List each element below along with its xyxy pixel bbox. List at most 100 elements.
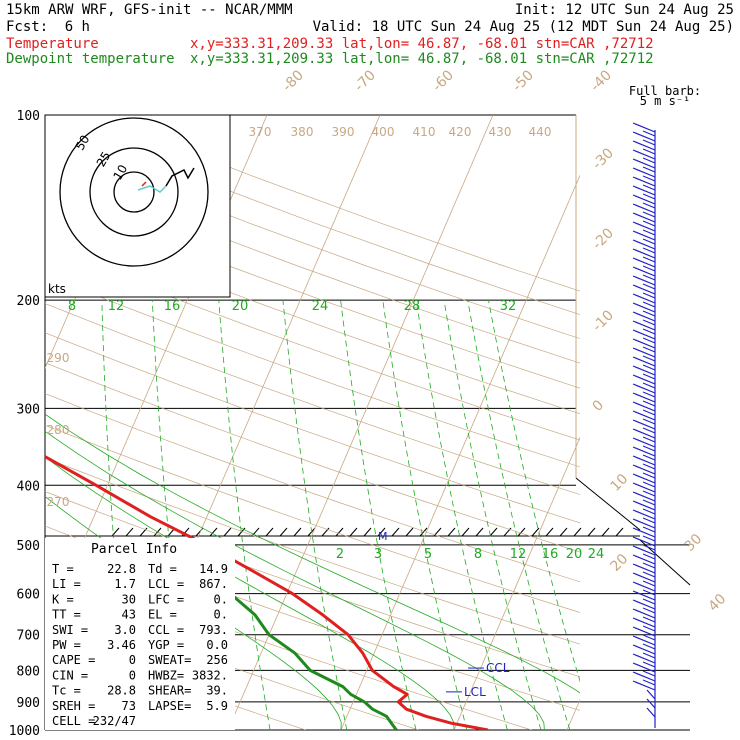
hatch-mark <box>377 527 386 537</box>
hatch-mark <box>251 527 260 537</box>
dry-adiabat <box>45 303 580 495</box>
wind-barb <box>632 383 656 394</box>
wind-barb-half <box>642 220 656 227</box>
hatch-mark <box>405 527 414 537</box>
wind-barb <box>632 410 656 421</box>
wind-barb <box>632 617 656 628</box>
wind-barb-half <box>642 571 656 578</box>
hatch-mark <box>293 527 302 537</box>
moist-adiabat <box>0 241 4 731</box>
parcel-info-cell: 14.9 <box>199 562 228 576</box>
mixing-ratio-label: 8 <box>68 299 76 314</box>
valid-time: Valid: 18 UTC Sun 24 Aug 25 (12 MDT Sun … <box>313 19 734 35</box>
wind-barb <box>632 212 656 223</box>
theta-label: 400 <box>372 125 395 139</box>
parcel-info-cell: 3.46 <box>107 638 136 652</box>
parcel-info-cell: CELL = <box>52 714 95 728</box>
isotherm-line <box>340 174 580 730</box>
isotherm-label: -80 <box>280 67 307 94</box>
parcel-info-cell: CIN = <box>52 668 88 682</box>
parcel-info-cell: 867. <box>199 577 228 591</box>
pressure-tick-label: 800 <box>17 664 40 679</box>
mixing-ratio-label: 2 <box>336 547 344 562</box>
hatch-mark <box>223 527 232 537</box>
parcel-info-cell: 30 <box>122 592 136 606</box>
wind-barb <box>632 581 656 592</box>
level-marker-label: CCL <box>486 661 510 675</box>
temperature-legend-info: x,y=333.31,209.33 lat,lon= 46.87, -68.01… <box>190 36 654 52</box>
isotherm-line <box>227 115 494 730</box>
parcel-info-cell: 43 <box>122 608 136 622</box>
wind-barb-half <box>642 517 656 524</box>
parcel-info-cell: 73 <box>122 699 136 713</box>
isotherm-label: 0 <box>590 397 608 415</box>
wind-barb <box>632 482 656 493</box>
wind-barb-half <box>642 625 656 632</box>
parcel-info-cell: 0.0 <box>206 638 228 652</box>
mixing-ratio-label: 32 <box>500 299 517 314</box>
wind-barb-half <box>642 148 656 155</box>
theta-label: 270 <box>47 495 70 509</box>
moist-adiabat <box>45 430 545 730</box>
parcel-info-cell: LCL = <box>148 577 184 591</box>
wind-barb <box>632 266 656 277</box>
hatch-mark <box>111 527 120 537</box>
hatch-mark <box>419 527 428 537</box>
parcel-info-cell: TT = <box>52 608 81 622</box>
dry-adiabat <box>45 167 580 364</box>
hodograph-ring <box>89 147 179 237</box>
hodograph-ring-label: 25 <box>94 149 114 169</box>
dry-adiabat <box>45 598 419 730</box>
wind-barb <box>632 572 656 583</box>
parcel-info-cell: SHEAR= <box>148 684 191 698</box>
parcel-info-cell: 0. <box>214 608 228 622</box>
wind-barb-half <box>642 634 656 641</box>
wind-barb-half <box>642 472 656 479</box>
wind-barb <box>632 509 656 520</box>
parcel-info-cell: YGP = <box>148 638 184 652</box>
wind-barb <box>632 311 656 322</box>
init-time: Init: 12 UTC Sun 24 Aug 25 <box>515 2 734 18</box>
wind-barb-half <box>642 265 656 272</box>
parcel-info-cell: 28.8 <box>107 684 136 698</box>
mixing-ratio-line <box>101 300 132 730</box>
parcel-info-cell: 0. <box>214 592 228 606</box>
wind-barb-half <box>642 346 656 353</box>
isotherm-label: 20 <box>608 551 632 575</box>
wind-barb-half <box>642 445 656 452</box>
dry-adiabat <box>45 491 580 678</box>
theta-label: 440 <box>529 125 552 139</box>
wind-barb <box>632 392 656 403</box>
wind-barb <box>632 293 656 304</box>
parcel-info-cell: 793. <box>199 623 228 637</box>
theta-label: 430 <box>489 125 512 139</box>
wind-barb <box>632 446 656 457</box>
wind-barb-half <box>642 454 656 461</box>
wind-barb-half <box>642 598 656 605</box>
theta-label: 380 <box>291 125 314 139</box>
wind-barb <box>632 671 656 682</box>
theta-label: 290 <box>47 351 70 365</box>
wind-barb <box>632 635 656 646</box>
fcst-value: 6 h <box>65 19 90 35</box>
dewpoint-legend-info: x,y=333.31,209.33 lat,lon= 46.87, -68.01… <box>190 51 654 67</box>
hatch-mark <box>587 527 596 537</box>
wind-barb-half <box>642 589 656 596</box>
wind-barb <box>632 590 656 601</box>
wind-barb <box>646 707 656 718</box>
wind-barb-half <box>642 364 656 371</box>
wind-barb-half <box>642 580 656 587</box>
parcel-info-cell: HWBZ= <box>148 668 184 682</box>
dry-adiabat <box>45 246 580 441</box>
wind-barb <box>632 239 656 250</box>
wind-barb <box>646 689 656 700</box>
wind-barb-half <box>642 229 656 236</box>
wind-barb <box>632 185 656 196</box>
temperature-profile <box>45 454 489 730</box>
wind-barb <box>632 167 656 178</box>
parcel-info-cell: T = <box>52 562 74 576</box>
wind-barb-half <box>642 607 656 614</box>
hatch-mark <box>265 527 274 537</box>
wind-barb-half <box>642 499 656 506</box>
